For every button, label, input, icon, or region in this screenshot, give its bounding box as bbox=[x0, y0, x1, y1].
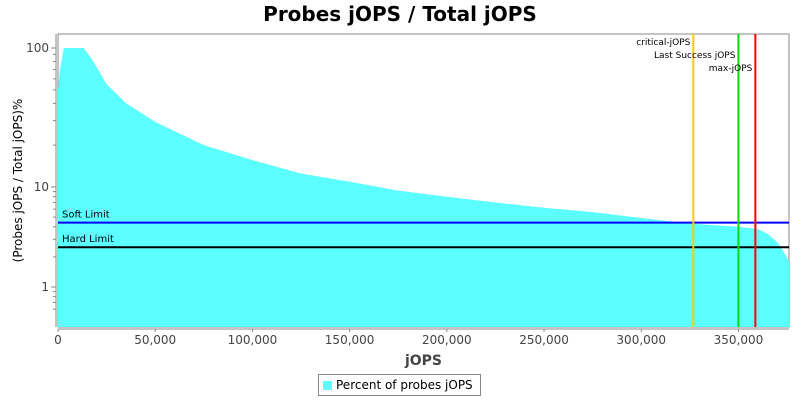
y-tick-label: 100 bbox=[26, 41, 49, 55]
x-tick-label: 50,000 bbox=[134, 333, 176, 347]
y-tick-label: 1 bbox=[41, 280, 49, 294]
x-tick-label: 250,000 bbox=[519, 333, 569, 347]
limit-label: Hard Limit bbox=[62, 234, 114, 245]
x-tick-label: 0 bbox=[54, 333, 62, 347]
marker-label: Last Success jOPS bbox=[654, 51, 736, 61]
x-tick-label: 300,000 bbox=[616, 333, 666, 347]
legend-swatch bbox=[323, 380, 332, 390]
marker-label: critical-jOPS bbox=[636, 38, 690, 48]
chart-title: Probes jOPS / Total jOPS bbox=[263, 2, 537, 26]
x-axis-label: jOPS bbox=[404, 353, 442, 369]
legend-label: Percent of probes jOPS bbox=[336, 378, 473, 392]
x-tick-label: 100,000 bbox=[228, 333, 278, 347]
legend: Percent of probes jOPS bbox=[318, 374, 481, 396]
x-tick-label: 200,000 bbox=[422, 333, 472, 347]
limit-label: Soft Limit bbox=[62, 210, 110, 221]
y-axis-label: (Probes jOPS / Total jOPS)% bbox=[11, 99, 25, 263]
marker-label: max-jOPS bbox=[709, 64, 753, 74]
x-tick-label: 350,000 bbox=[714, 333, 764, 347]
series-area bbox=[58, 48, 789, 327]
x-tick-label: 150,000 bbox=[325, 333, 375, 347]
y-tick-label: 10 bbox=[34, 180, 49, 194]
